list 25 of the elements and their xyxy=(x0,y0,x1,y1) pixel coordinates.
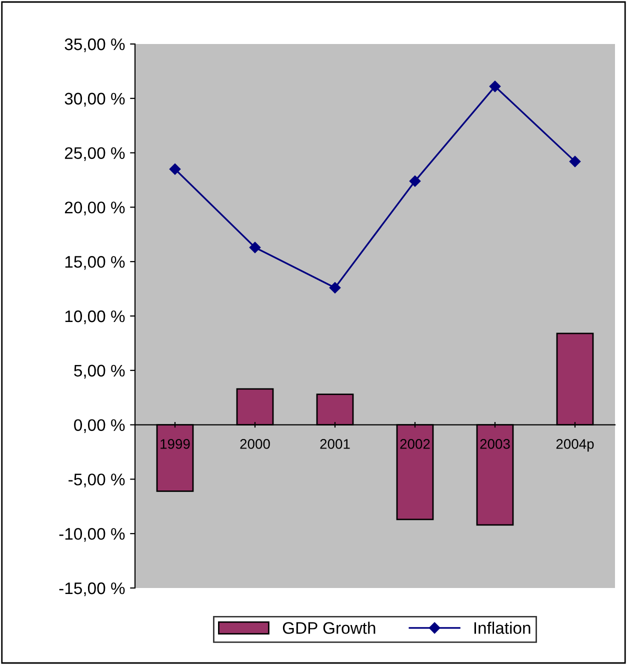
y-tick-label: 0,00 % xyxy=(74,419,125,433)
y-tick-label: 30,00 % xyxy=(64,92,125,107)
y-tick-label: 25,00 % xyxy=(64,147,125,161)
point xyxy=(489,80,501,92)
y-tick-label: 15,00 % xyxy=(65,256,125,270)
x-tick-label: 1999 xyxy=(160,439,190,449)
y-tick-label: -15,00 % xyxy=(59,582,125,596)
y-tick-label: 20,00 % xyxy=(64,202,125,216)
y-tick-label: -5,00 % xyxy=(68,474,125,488)
legend-label: Inflation xyxy=(474,622,530,634)
point xyxy=(329,282,341,294)
legend-label: GDP Growth xyxy=(282,622,376,634)
point xyxy=(169,164,181,175)
x-tick-label: 2001 xyxy=(320,439,350,449)
y-tick-label: 5,00 % xyxy=(74,364,125,379)
y-tick-label: 35,00 % xyxy=(64,38,125,52)
point xyxy=(249,242,261,254)
point xyxy=(569,156,581,168)
x-tick-label: 2003 xyxy=(480,439,510,449)
x-tick-label: 2000 xyxy=(240,439,270,449)
y-tick-label: 10,00 % xyxy=(65,310,125,324)
y-tick-label: -10,00 % xyxy=(59,528,125,542)
point xyxy=(409,175,421,187)
x-tick-label: 2002 xyxy=(400,439,430,449)
x-tick-label: 2004p xyxy=(556,439,594,452)
